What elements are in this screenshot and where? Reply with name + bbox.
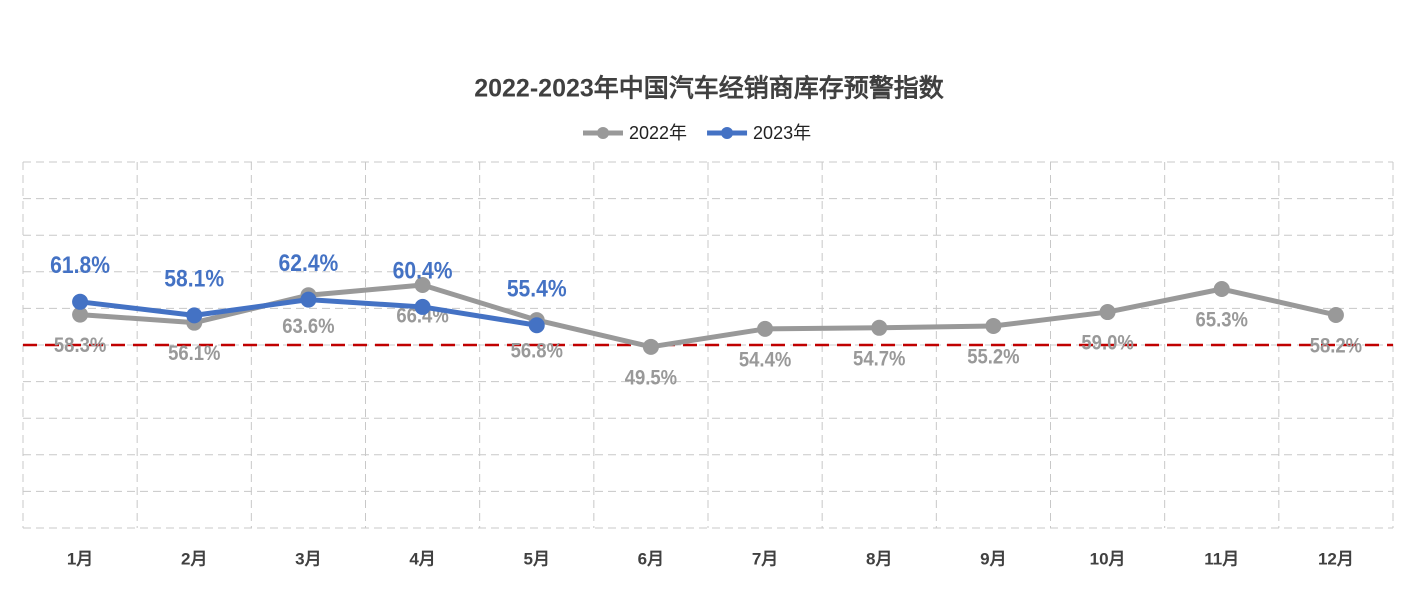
data-label: 65.3% (1196, 308, 1249, 331)
x-tick-label: 9月 (980, 549, 1006, 568)
x-tick-label: 12月 (1318, 549, 1354, 568)
data-point (642, 338, 659, 355)
x-tick-label: 2月 (181, 549, 207, 568)
x-tick-label: 4月 (409, 549, 435, 568)
data-point (985, 317, 1002, 334)
data-label: 49.5% (625, 366, 678, 389)
data-label: 55.4% (507, 275, 567, 302)
data-label: 55.2% (967, 345, 1020, 368)
x-tick-label: 6月 (638, 549, 664, 568)
data-label: 60.4% (393, 257, 453, 284)
data-label: 56.8% (511, 340, 564, 363)
data-point (186, 307, 203, 324)
data-point (300, 291, 317, 308)
data-label: 61.8% (50, 252, 110, 279)
x-tick-label: 10月 (1090, 549, 1126, 568)
x-tick-label: 11月 (1204, 549, 1239, 568)
data-point (1099, 304, 1116, 321)
data-label: 59.0% (1081, 332, 1134, 355)
x-tick-label: 7月 (752, 549, 778, 568)
data-point (871, 319, 888, 336)
data-label: 63.6% (282, 315, 335, 338)
x-tick-label: 3月 (295, 549, 321, 568)
data-point (414, 298, 431, 315)
legend-marker (597, 127, 609, 139)
x-tick-label: 1月 (67, 549, 93, 568)
x-tick-label: 5月 (524, 549, 550, 568)
chart-title: 2022-2023年中国汽车经销商库存预警指数 (474, 74, 945, 103)
legend-label: 2022年 (629, 123, 687, 143)
data-label: 58.2% (1310, 334, 1363, 357)
data-point (72, 293, 89, 310)
data-label: 56.1% (168, 342, 221, 365)
data-point (414, 276, 431, 293)
data-point (1213, 281, 1230, 298)
legend-marker (721, 127, 734, 139)
legend-label: 2023年 (753, 123, 811, 143)
data-label: 62.4% (278, 250, 338, 277)
data-point (72, 306, 89, 323)
data-label: 58.3% (54, 334, 107, 357)
x-tick-label: 8月 (866, 549, 892, 568)
data-label: 54.7% (853, 347, 906, 370)
data-point (528, 317, 545, 334)
data-point (1327, 306, 1344, 323)
data-label: 54.4% (739, 348, 792, 371)
data-point (757, 320, 774, 337)
data-label: 58.1% (164, 265, 224, 292)
